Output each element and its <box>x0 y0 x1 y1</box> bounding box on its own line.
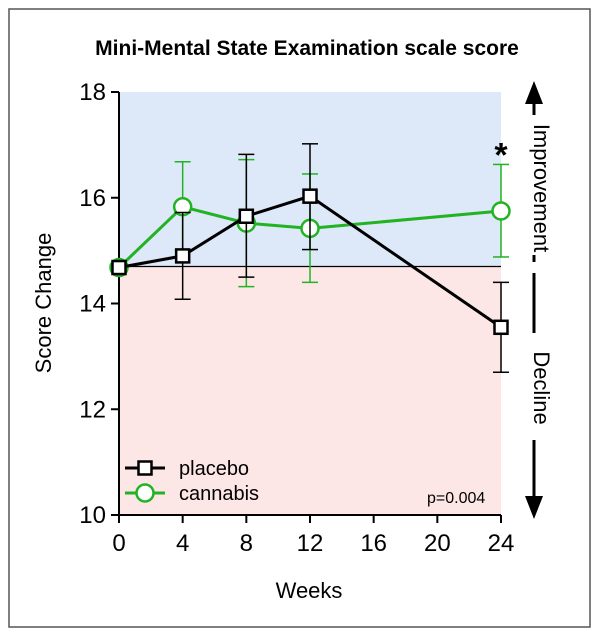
x-tick-label: 24 <box>488 530 515 557</box>
y-tick-label: 14 <box>79 291 106 318</box>
x-tick-label: 20 <box>424 530 451 557</box>
placebo-point <box>174 248 191 264</box>
x-tick-label: 12 <box>297 530 324 557</box>
y-tick-label: 10 <box>79 502 106 529</box>
series-placebo <box>111 143 509 373</box>
placebo-point <box>302 188 318 204</box>
series-layer <box>109 143 511 373</box>
direction-arrows <box>525 81 543 519</box>
placebo-point <box>111 259 127 276</box>
x-tick-label: 4 <box>176 530 189 557</box>
improvement-arrowhead <box>525 81 543 104</box>
legend: placebo cannabis <box>125 458 259 505</box>
y-tick-label: 16 <box>79 185 106 212</box>
x-tick-label: 8 <box>240 530 253 557</box>
chart-title: Mini-Mental State Examination scale scor… <box>95 37 519 60</box>
x-tick-label: 0 <box>112 530 125 557</box>
decline-region <box>119 266 501 515</box>
cannabis-point <box>491 201 511 221</box>
y-tick-label: 12 <box>79 396 106 423</box>
legend-cannabis-label: cannabis <box>179 483 259 505</box>
legend-placebo-label: placebo <box>179 458 249 480</box>
improvement-label: Improvement <box>529 124 554 252</box>
placebo-point <box>493 319 509 336</box>
axes: 10 12 14 16 18 0 4 8 12 16 20 24 <box>79 79 514 557</box>
x-axis-label: Weeks <box>276 578 343 603</box>
placebo-point <box>238 208 255 225</box>
legend-placebo-marker <box>137 460 153 476</box>
y-tick-label: 18 <box>79 79 106 106</box>
p-value-label: p=0.004 <box>427 490 485 507</box>
decline-label: Decline <box>529 351 554 424</box>
x-tick-label: 16 <box>360 530 387 557</box>
significance-star: * <box>494 136 508 174</box>
y-axis-label: Score Change <box>31 233 56 374</box>
legend-cannabis-marker <box>135 483 155 503</box>
decline-arrowhead <box>525 496 543 519</box>
